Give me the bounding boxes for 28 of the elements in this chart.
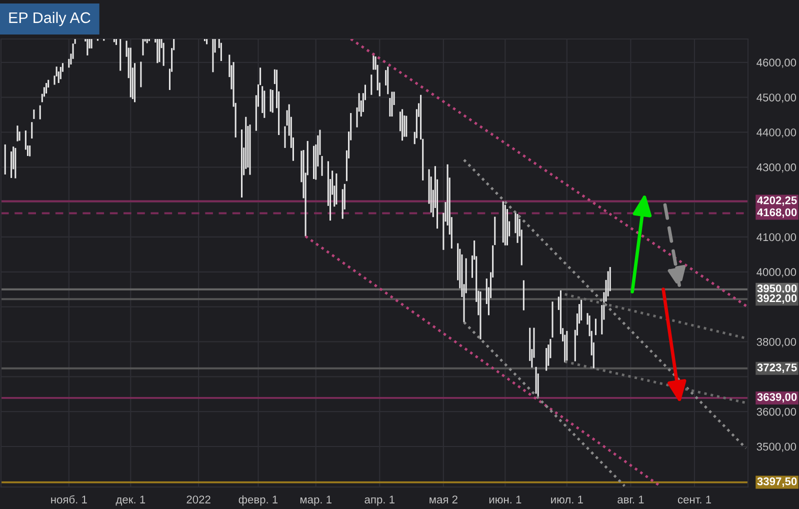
ref-line-label: 3397,50 (757, 477, 797, 487)
y-tick-label: 4400,00 (756, 128, 796, 138)
x-tick-label: авг. 1 (618, 496, 644, 504)
y-tick-label: 3600,00 (756, 408, 796, 418)
y-tick-label: 4300,00 (756, 163, 796, 173)
y-tick-label: 4000,00 (756, 268, 796, 278)
x-tick-label: нояб. 1 (51, 495, 87, 504)
ref-line-label: 3922,00 (757, 294, 797, 304)
ref-line-label: 4168,00 (757, 208, 797, 218)
y-tick-label: 4100,00 (756, 233, 796, 242)
x-tick-label: июн. 1 (489, 496, 522, 504)
y-tick-label: 3800,00 (756, 338, 796, 348)
x-tick-label: апр. 1 (364, 496, 394, 506)
x-tick-label: 2022 (186, 496, 210, 504)
ref-line-label: 3950,00 (757, 284, 797, 294)
y-tick-label: 3500,00 (756, 442, 796, 452)
y-tick-label: 4600,00 (756, 58, 796, 68)
x-tick-label: дек. 1 (116, 496, 146, 506)
x-tick-label: сент. 1 (678, 496, 711, 504)
y-tick-label: 4500,00 (756, 94, 796, 103)
x-tick-label: мая 2 (430, 496, 458, 504)
x-tick-label: июл. 1 (551, 496, 583, 504)
ref-line-label: 3723,75 (757, 363, 797, 373)
ref-line-label: 4202,25 (757, 196, 797, 206)
ref-line-label: 3639,00 (757, 393, 797, 403)
x-tick-label: февр. 1 (238, 495, 278, 506)
x-tick-label: мар. 1 (300, 496, 332, 506)
chart-title: EP Daily AC (9, 12, 90, 26)
